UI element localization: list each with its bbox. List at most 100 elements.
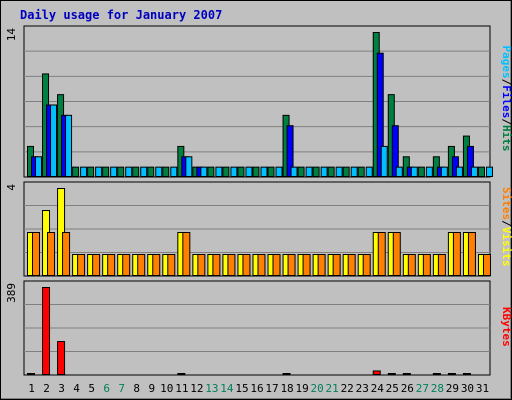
bar-sites-day-2: [47, 232, 56, 276]
x-tick-label-15: 15: [235, 382, 248, 395]
x-tick-label-19: 19: [295, 382, 308, 395]
bar-sites-day-22: [347, 254, 356, 276]
bar-hits-day-20: [312, 166, 320, 177]
chart-panels: 14 Pages/Files/Hits 4 Sites/Visits 389 KBytes: [5, 25, 512, 376]
bar-pages-day-4: [80, 166, 88, 177]
x-tick-label-25: 25: [386, 382, 399, 395]
bar-sites-day-26: [407, 254, 416, 276]
bar-pages-day-25: [395, 166, 403, 177]
legend-entry: /: [500, 118, 512, 125]
bar-pages-day-10: [170, 166, 178, 177]
bar-kbytes-day-18: [282, 373, 291, 375]
bar-pages-day-21: [335, 166, 343, 177]
bar-hits-day-8: [132, 166, 140, 177]
bar-hits-day-16: [252, 166, 260, 177]
panel-kbytes: 389 KBytes: [5, 280, 512, 376]
x-tick-label-9: 9: [148, 382, 155, 395]
legend-entry: /: [500, 79, 512, 86]
bar-pages-day-13: [215, 166, 223, 177]
legend-hits-files-pages: Pages/Files/Hits: [500, 46, 512, 152]
x-tick-label-23: 23: [356, 382, 369, 395]
x-tick-label-2: 2: [43, 382, 50, 395]
bar-sites-day-27: [422, 254, 431, 276]
bar-sites-day-19: [302, 254, 311, 276]
x-tick-label-26: 26: [401, 382, 414, 395]
bar-pages-day-22: [350, 166, 358, 177]
legend-entry: KBytes: [500, 307, 512, 347]
bar-sites-day-24: [377, 232, 386, 276]
bar-pages-day-26: [410, 166, 418, 177]
bar-sites-day-21: [332, 254, 341, 276]
x-tick-label-18: 18: [280, 382, 293, 395]
bar-hits-day-7: [117, 166, 125, 177]
bar-pages-day-19: [305, 166, 313, 177]
bar-kbytes-day-1: [27, 373, 35, 375]
bar-sites-day-12: [197, 254, 206, 276]
x-tick-label-24: 24: [371, 382, 385, 395]
bar-pages-day-27: [425, 166, 433, 177]
bar-sites-day-11: [182, 232, 191, 276]
bar-hits-day-4: [72, 166, 80, 177]
x-tick-label-5: 5: [88, 382, 95, 395]
legend-entry: Pages: [500, 46, 512, 79]
bar-pages-day-30: [470, 166, 478, 177]
bar-kbytes-day-29: [447, 373, 456, 375]
bar-sites-day-3: [62, 232, 71, 276]
y-tick-label: 389: [5, 283, 18, 303]
x-tick-label-17: 17: [265, 382, 278, 395]
bar-kbytes-day-28: [432, 373, 441, 375]
x-tick-label-6: 6: [103, 382, 110, 395]
x-tick-label-22: 22: [341, 382, 354, 395]
bar-sites-day-4: [77, 254, 86, 276]
x-tick-label-31: 31: [476, 382, 489, 395]
bar-pages-day-24: [380, 145, 388, 178]
x-tick-label-8: 8: [133, 382, 140, 395]
y-tick-label: 4: [5, 184, 18, 191]
bar-sites-day-9: [152, 254, 161, 276]
bar-pages-day-20: [320, 166, 328, 177]
x-tick-label-13: 13: [205, 382, 218, 395]
x-tick-label-20: 20: [311, 382, 324, 395]
bar-hits-day-13: [207, 166, 215, 177]
bar-hits-day-17: [267, 166, 275, 177]
bar-files-day-18: [286, 125, 294, 177]
x-tick-label-3: 3: [58, 382, 65, 395]
bar-sites-day-7: [122, 254, 131, 276]
legend-visits-sites: Sites/Visits: [500, 187, 512, 267]
bar-pages-day-1: [35, 156, 42, 178]
bar-hits-day-14: [222, 166, 230, 177]
panel-visits-sites: 4 Sites/Visits: [5, 181, 512, 277]
panel-hits-files-pages: 14 Pages/Files/Hits: [5, 25, 512, 178]
bar-pages-day-31: [485, 166, 493, 177]
x-tick-label-16: 16: [250, 382, 263, 395]
legend-kbytes: KBytes: [500, 307, 512, 347]
bar-pages-day-3: [65, 114, 73, 177]
x-tick-label-21: 21: [326, 382, 339, 395]
legend-entry: Visits: [500, 227, 512, 267]
bar-sites-day-28: [437, 254, 446, 276]
bar-hits-day-19: [297, 166, 305, 177]
legend-entry: Files: [500, 85, 512, 118]
bar-sites-day-1: [32, 232, 40, 276]
legend-entry: /: [500, 220, 512, 227]
bar-sites-day-25: [392, 232, 401, 276]
bar-sites-day-17: [272, 254, 281, 276]
bar-pages-day-29: [455, 166, 463, 177]
bar-pages-day-5: [95, 166, 103, 177]
bar-sites-day-8: [137, 254, 146, 276]
bar-pages-day-28: [440, 166, 448, 177]
bar-pages-day-7: [125, 166, 133, 177]
y-tick-label: 14: [5, 28, 18, 42]
bar-hits-day-23: [357, 166, 365, 177]
bar-sites-day-14: [227, 254, 236, 276]
bar-pages-day-18: [290, 166, 298, 177]
bar-hits-day-31: [477, 166, 485, 177]
bar-kbytes-day-24: [372, 370, 381, 376]
bar-hits-day-27: [417, 166, 425, 177]
x-tick-label-14: 14: [220, 382, 234, 395]
bar-hits-day-5: [87, 166, 95, 177]
bar-hits-day-10: [162, 166, 170, 177]
bar-pages-day-14: [230, 166, 238, 177]
